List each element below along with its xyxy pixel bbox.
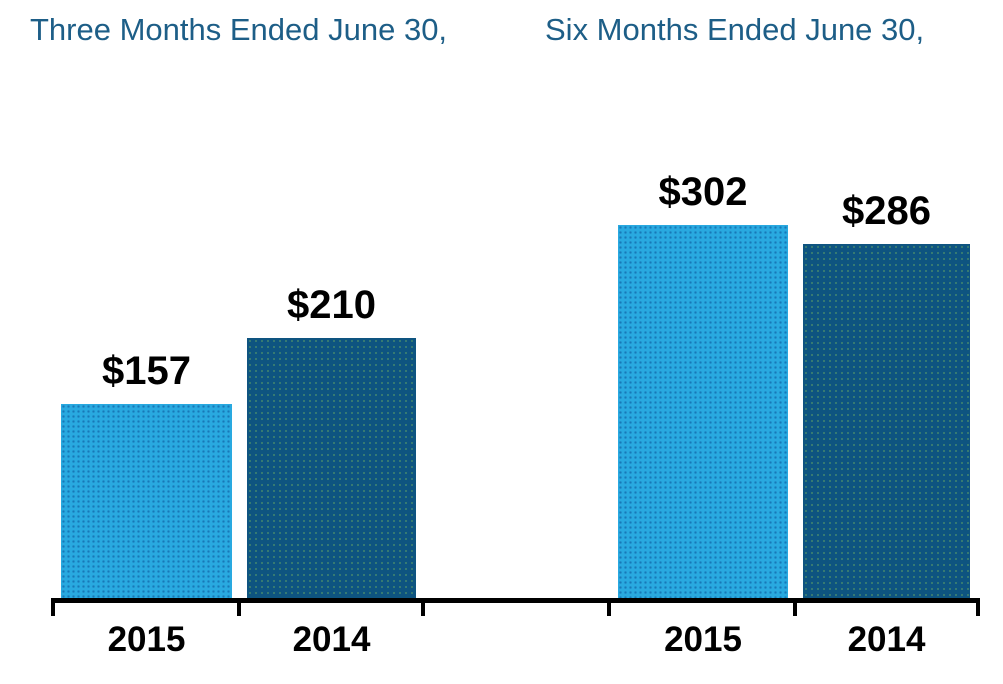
bar-value-label-six-months-2014: $286 xyxy=(842,189,931,233)
x-axis-line xyxy=(51,598,980,603)
bar-six-months-2014 xyxy=(803,244,970,598)
x-axis-category-label-six-months-2015: 2015 xyxy=(664,620,742,659)
bar-value-label-three-months-2015: $157 xyxy=(102,349,191,393)
x-axis-tick xyxy=(51,598,55,616)
group-header-six-months: Six Months Ended June 30, xyxy=(545,12,925,47)
x-axis-category-label-three-months-2015: 2015 xyxy=(107,620,186,659)
x-axis-category-label-six-months-2014: 2014 xyxy=(847,620,926,659)
bar-value-label-six-months-2015: $302 xyxy=(658,170,748,214)
x-axis-category-label-three-months-2014: 2014 xyxy=(292,620,371,659)
x-axis-tick xyxy=(607,598,611,616)
bar-value-label-three-months-2014: $210 xyxy=(287,283,376,327)
x-axis-tick xyxy=(421,598,425,616)
bar-six-months-2015 xyxy=(618,225,788,598)
bar-three-months-2014 xyxy=(247,338,416,598)
bar-three-months-2015 xyxy=(61,404,232,598)
x-axis-tick xyxy=(793,598,797,616)
x-axis-tick xyxy=(237,598,241,616)
group-header-three-months: Three Months Ended June 30, xyxy=(30,12,448,47)
x-axis-tick xyxy=(976,598,980,616)
